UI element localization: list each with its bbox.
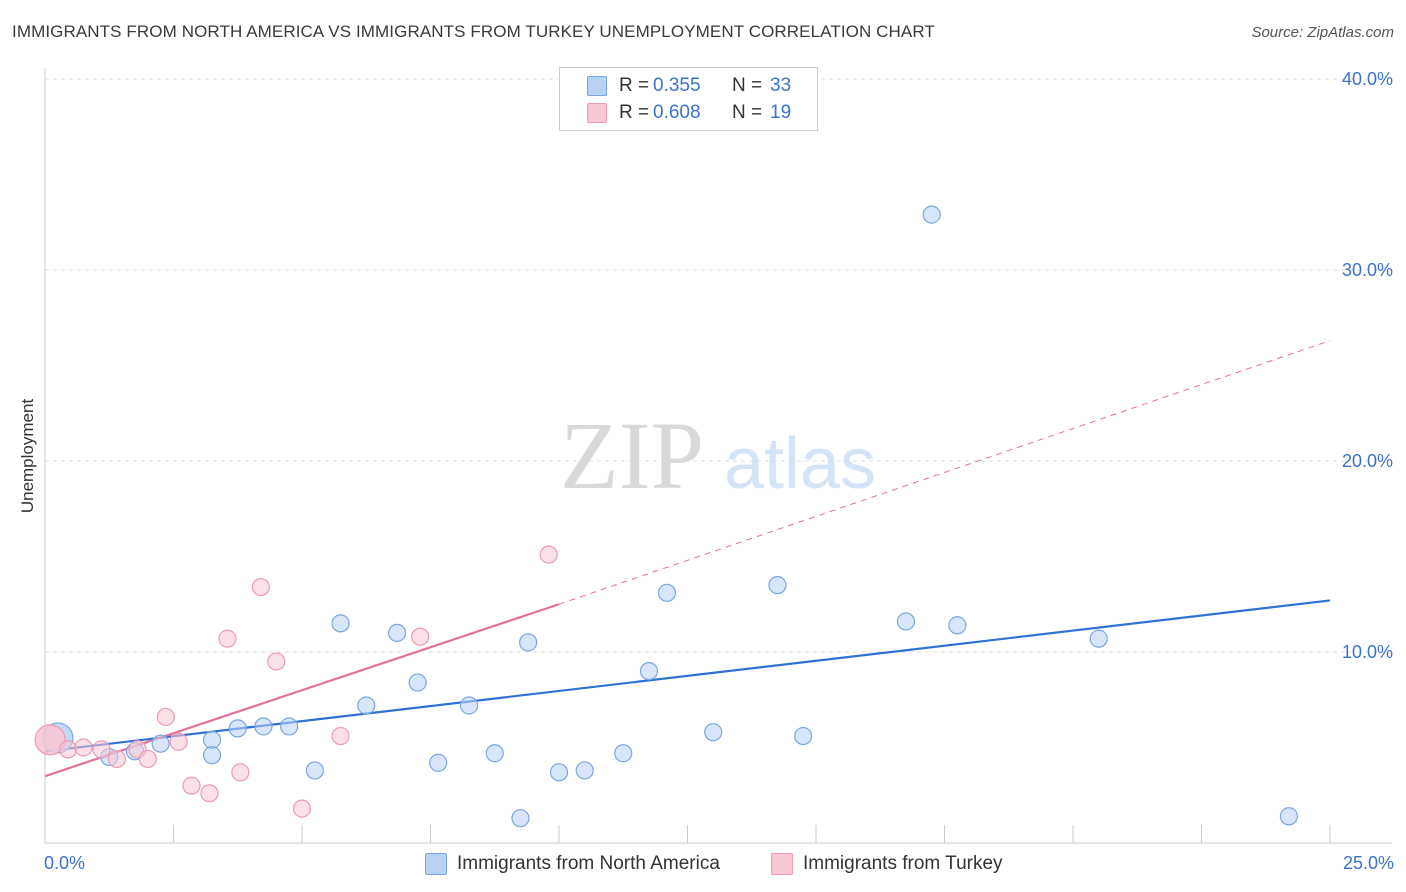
data-point-north-america — [254, 717, 273, 736]
data-point-north-america — [704, 723, 723, 742]
data-point-turkey — [267, 652, 286, 671]
data-point-turkey — [539, 545, 558, 564]
chart-title: IMMIGRANTS FROM NORTH AMERICA VS IMMIGRA… — [12, 22, 935, 41]
y-tick-label: 40.0% — [1342, 69, 1393, 89]
y-tick-labels: 10.0% 20.0% 30.0% 40.0% — [1342, 69, 1393, 662]
data-point-north-america — [575, 761, 594, 780]
data-point-north-america — [429, 753, 448, 772]
watermark-zip: ZIP — [560, 402, 704, 509]
axes — [44, 68, 1392, 844]
data-point-north-america — [657, 583, 677, 602]
data-point-north-america — [639, 661, 659, 681]
bottom-legend-label: Immigrants from North America — [457, 853, 720, 874]
data-point-north-america — [151, 734, 170, 753]
bottom-legend-swatch-north-america — [425, 853, 447, 875]
data-point-north-america — [408, 673, 427, 692]
legend-n-label: N = — [732, 102, 763, 123]
data-point-north-america — [305, 761, 324, 780]
legend-r-value: 0.355 — [653, 75, 701, 96]
data-point-turkey — [74, 738, 93, 757]
data-point-turkey — [182, 776, 201, 795]
data-point-turkey — [231, 763, 250, 782]
bottom-legend-label: Immigrants from Turkey — [803, 853, 1003, 874]
legend-n-value: 19 — [770, 102, 792, 123]
data-point-north-america — [387, 623, 407, 643]
data-point-north-america — [768, 576, 787, 595]
data-point-turkey — [107, 749, 127, 769]
trend-line-extension-turkey — [558, 340, 1331, 605]
x-tick-max: 25.0% — [1342, 853, 1394, 873]
data-point-turkey — [156, 707, 175, 727]
data-point-north-america — [280, 717, 299, 736]
data-point-turkey — [59, 740, 78, 759]
data-point-turkey — [200, 784, 219, 803]
data-point-north-america — [202, 746, 222, 765]
legend-r-label: R = — [619, 75, 650, 96]
data-point-north-america — [511, 809, 530, 828]
data-point-north-america — [202, 730, 222, 749]
data-point-turkey — [331, 726, 350, 746]
data-point-north-america — [519, 633, 538, 652]
data-point-north-america — [794, 726, 813, 746]
data-point-north-america — [228, 719, 247, 738]
data-point-turkey — [169, 732, 188, 751]
y-tick-label: 10.0% — [1342, 642, 1393, 662]
trend-line-turkey — [44, 603, 560, 778]
correlation-legend: R = 0.355 N = 33 R = 0.608 N = 19 — [559, 67, 818, 131]
legend-swatch-turkey — [587, 103, 607, 123]
data-point-north-america — [331, 614, 350, 633]
data-point-turkey — [411, 627, 430, 646]
data-point-turkey — [218, 629, 237, 648]
data-point-north-america — [1089, 629, 1108, 648]
data-point-north-america — [896, 612, 916, 631]
data-point-north-america — [459, 696, 479, 715]
y-tick-label: 20.0% — [1342, 451, 1393, 471]
data-point-north-america — [1279, 807, 1298, 826]
data-point-north-america — [614, 744, 633, 763]
data-point-north-america — [549, 763, 569, 782]
x-tick-min: 0.0% — [44, 853, 86, 873]
y-axis-label: Unemployment — [18, 398, 37, 514]
data-point-north-america — [485, 744, 504, 763]
watermark-atlas: atlas — [724, 424, 876, 504]
data-point-turkey — [92, 740, 111, 759]
data-point-north-america — [948, 616, 967, 635]
data-point-north-america — [357, 696, 376, 715]
data-point-turkey — [138, 749, 157, 769]
legend-r-label: R = — [619, 102, 650, 123]
legend-n-value: 33 — [770, 75, 792, 96]
data-point-turkey — [34, 724, 66, 756]
legend-n-label: N = — [732, 75, 763, 96]
y-tick-label: 30.0% — [1342, 260, 1393, 280]
legend-swatch-north-america — [587, 76, 607, 96]
data-point-turkey — [292, 799, 312, 818]
bottom-legend-swatch-turkey — [771, 853, 793, 875]
grid — [45, 78, 1392, 653]
data-points — [34, 205, 1298, 828]
data-point-turkey — [251, 577, 270, 597]
data-point-north-america — [922, 205, 941, 224]
legend-r-value: 0.608 — [653, 102, 701, 123]
source-note: Source: ZipAtlas.com — [1251, 24, 1394, 41]
